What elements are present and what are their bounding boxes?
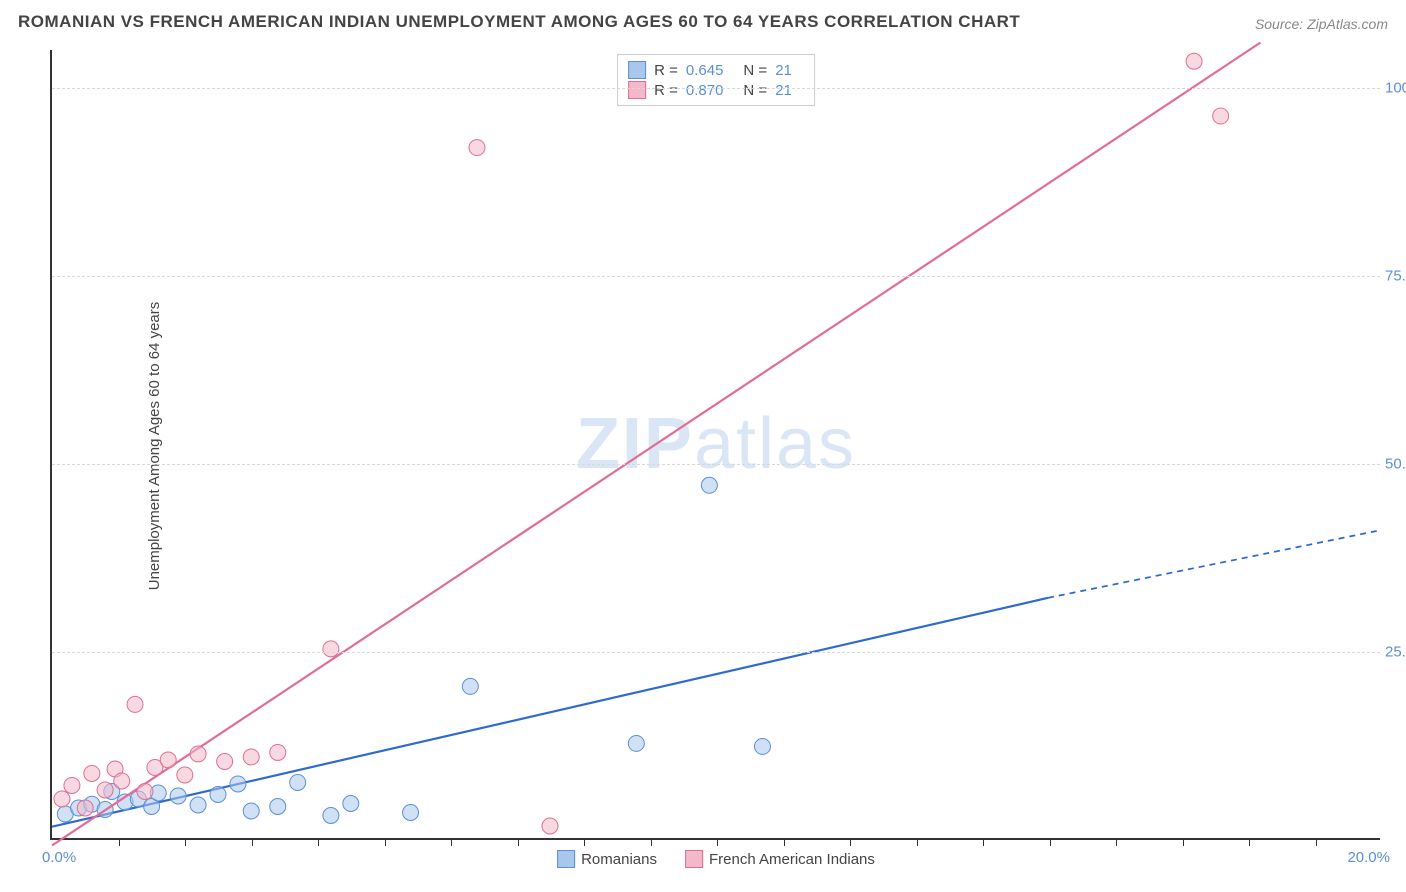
legend-series-item: Romanians: [557, 850, 657, 868]
scatter-point: [343, 795, 359, 811]
legend-swatch: [628, 81, 646, 99]
legend-swatch: [557, 850, 575, 868]
scatter-point: [628, 735, 644, 751]
legend-swatch: [685, 850, 703, 868]
scatter-point: [127, 696, 143, 712]
scatter-point: [243, 803, 259, 819]
scatter-point: [54, 791, 70, 807]
scatter-point: [97, 782, 113, 798]
chart-title: ROMANIAN VS FRENCH AMERICAN INDIAN UNEMP…: [18, 12, 1020, 32]
scatter-point: [270, 744, 286, 760]
r-value: 0.645: [686, 62, 724, 79]
legend-swatch: [628, 61, 646, 79]
x-tick: [518, 838, 519, 846]
x-tick: [451, 838, 452, 846]
legend-series-label: French American Indians: [709, 851, 875, 868]
x-tick: [784, 838, 785, 846]
n-value: 21: [775, 62, 792, 79]
y-tick-label: 50.0%: [1385, 455, 1406, 472]
gridline: [52, 464, 1380, 465]
scatter-point: [64, 777, 80, 793]
x-tick: [1050, 838, 1051, 846]
legend-stats-row: R = 0.645 N = 21: [628, 60, 804, 80]
scatter-point: [403, 805, 419, 821]
y-tick-label: 75.0%: [1385, 267, 1406, 284]
legend-series-label: Romanians: [581, 851, 657, 868]
regression-line: [52, 42, 1260, 845]
r-value: 0.870: [686, 82, 724, 99]
legend-stats-row: R = 0.870 N = 21: [628, 80, 804, 100]
x-tick: [584, 838, 585, 846]
x-tick: [850, 838, 851, 846]
x-tick: [119, 838, 120, 846]
x-axis-zero-label: 0.0%: [42, 849, 76, 866]
scatter-point: [462, 678, 478, 694]
scatter-point: [243, 749, 259, 765]
x-tick: [917, 838, 918, 846]
scatter-point: [210, 786, 226, 802]
x-tick: [651, 838, 652, 846]
scatter-point: [190, 746, 206, 762]
x-tick: [717, 838, 718, 846]
source-attribution: Source: ZipAtlas.com: [1255, 16, 1388, 32]
x-tick: [252, 838, 253, 846]
legend-series-item: French American Indians: [685, 850, 875, 868]
gridline: [52, 88, 1380, 89]
n-value: 21: [775, 82, 792, 99]
scatter-point: [114, 773, 130, 789]
x-tick: [1249, 838, 1250, 846]
scatter-point: [323, 808, 339, 824]
scatter-point: [84, 765, 100, 781]
regression-line-dashed: [1048, 530, 1380, 598]
scatter-point: [170, 788, 186, 804]
scatter-point: [469, 140, 485, 156]
scatter-point: [270, 799, 286, 815]
x-tick: [1316, 838, 1317, 846]
x-tick: [385, 838, 386, 846]
x-tick: [1116, 838, 1117, 846]
legend-series: Romanians French American Indians: [557, 850, 875, 868]
scatter-point: [137, 783, 153, 799]
legend-stats-box: R = 0.645 N = 21 R = 0.870 N = 21: [617, 54, 815, 106]
scatter-point: [1213, 108, 1229, 124]
scatter-point: [217, 753, 233, 769]
scatter-point: [1186, 53, 1202, 69]
x-tick: [318, 838, 319, 846]
scatter-point: [701, 477, 717, 493]
chart-plot-area: ZIPatlas 0.0% 20.0% R =0.645N =21R =0.87…: [50, 50, 1380, 840]
y-tick-label: 25.0%: [1385, 643, 1406, 660]
scatter-point: [754, 738, 770, 754]
regression-line: [52, 598, 1048, 827]
x-axis-max-label: 20.0%: [1347, 849, 1390, 866]
r-label: R =: [654, 62, 678, 79]
scatter-point: [290, 774, 306, 790]
scatter-point: [177, 767, 193, 783]
x-tick: [1183, 838, 1184, 846]
scatter-point: [323, 641, 339, 657]
scatter-point: [160, 752, 176, 768]
scatter-point: [77, 800, 93, 816]
gridline: [52, 276, 1380, 277]
n-label: N =: [743, 82, 767, 99]
scatter-point: [230, 776, 246, 792]
scatter-point: [190, 797, 206, 813]
scatter-point: [542, 818, 558, 834]
x-tick: [185, 838, 186, 846]
x-tick: [983, 838, 984, 846]
n-label: N =: [743, 62, 767, 79]
gridline: [52, 652, 1380, 653]
y-tick-label: 100.0%: [1385, 79, 1406, 96]
chart-svg: [52, 50, 1380, 838]
r-label: R =: [654, 82, 678, 99]
